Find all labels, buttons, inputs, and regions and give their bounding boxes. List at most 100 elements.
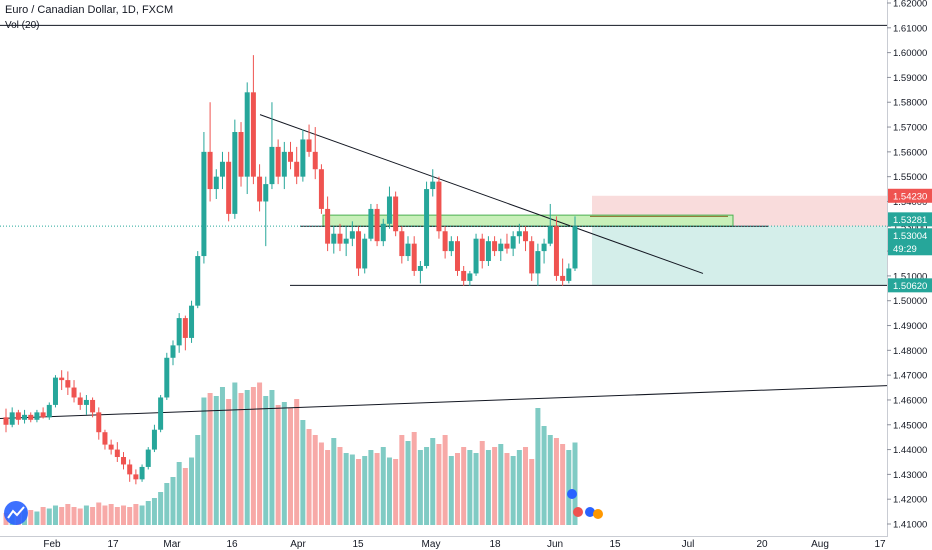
candle-body[interactable] <box>399 231 405 257</box>
candle-body[interactable] <box>343 238 349 244</box>
candle-body[interactable] <box>121 457 127 465</box>
candle-body[interactable] <box>386 196 392 224</box>
candle-body[interactable] <box>127 464 133 475</box>
event-marker-icon[interactable] <box>593 509 603 519</box>
candle-body[interactable] <box>510 236 516 249</box>
candle-body[interactable] <box>405 243 411 257</box>
candle-body[interactable] <box>281 151 287 177</box>
candle-body[interactable] <box>479 238 485 262</box>
candle-body[interactable] <box>102 432 108 445</box>
candle-body[interactable] <box>306 139 312 152</box>
candle-body[interactable] <box>213 176 219 190</box>
candle-body[interactable] <box>356 231 362 269</box>
candle-body[interactable] <box>158 397 164 430</box>
candle-body[interactable] <box>535 251 541 274</box>
candle-body[interactable] <box>34 412 40 420</box>
candle-body[interactable] <box>380 223 386 242</box>
candle-body[interactable] <box>374 208 380 242</box>
candle-body[interactable] <box>250 92 256 177</box>
candle-body[interactable] <box>28 414 34 420</box>
candle-body[interactable] <box>498 243 504 252</box>
candle-body[interactable] <box>139 466 145 480</box>
candle-body[interactable] <box>133 474 139 480</box>
candle-body[interactable] <box>3 417 9 425</box>
candle-body[interactable] <box>300 139 306 177</box>
candle-body[interactable] <box>368 208 374 239</box>
candle-body[interactable] <box>52 377 58 405</box>
candle-body[interactable] <box>263 184 269 202</box>
candle-body[interactable] <box>448 241 454 252</box>
candle-body[interactable] <box>226 161 232 214</box>
candle-body[interactable] <box>219 161 225 177</box>
candle-body[interactable] <box>96 412 102 433</box>
candle-body[interactable] <box>40 412 46 418</box>
candle-body[interactable] <box>65 380 71 388</box>
candle-body[interactable] <box>566 268 572 281</box>
candle-body[interactable] <box>83 399 89 405</box>
candle-body[interactable] <box>164 357 170 398</box>
price-axis[interactable] <box>887 0 932 550</box>
candle-body[interactable] <box>151 429 157 450</box>
candle-body[interactable] <box>411 243 417 271</box>
candle-body[interactable] <box>454 241 460 271</box>
candle-body[interactable] <box>170 345 176 358</box>
candle-body[interactable] <box>189 305 195 338</box>
descending-trendline[interactable] <box>259 114 704 274</box>
candle-body[interactable] <box>77 397 83 405</box>
event-marker-icon[interactable] <box>585 507 595 517</box>
candle-body[interactable] <box>176 318 182 346</box>
candle-body[interactable] <box>90 399 96 413</box>
candle-body[interactable] <box>244 92 250 177</box>
candle-body[interactable] <box>325 208 331 244</box>
candle-body[interactable] <box>275 146 281 177</box>
candle-body[interactable] <box>516 231 522 237</box>
candle-body[interactable] <box>238 132 244 177</box>
candle-body[interactable] <box>442 231 448 252</box>
candle-body[interactable] <box>232 132 238 214</box>
candle-body[interactable] <box>9 412 15 425</box>
candle-body[interactable] <box>572 226 578 269</box>
candle-body[interactable] <box>553 226 559 276</box>
long-trendline[interactable] <box>0 385 888 420</box>
candle-body[interactable] <box>15 412 21 420</box>
event-marker-icon[interactable] <box>567 489 577 499</box>
candle-body[interactable] <box>145 449 151 467</box>
candle-body[interactable] <box>195 256 201 306</box>
candle-body[interactable] <box>393 196 399 232</box>
candle-body[interactable] <box>436 181 442 232</box>
candle-body[interactable] <box>337 233 343 244</box>
candle-body[interactable] <box>541 243 547 252</box>
candle-body[interactable] <box>529 241 535 274</box>
candle-body[interactable] <box>46 404 52 418</box>
event-marker-icon[interactable] <box>573 507 583 517</box>
candle-body[interactable] <box>492 241 498 252</box>
candle-body[interactable] <box>523 231 529 242</box>
candle-body[interactable] <box>312 151 318 170</box>
candle-body[interactable] <box>318 169 324 209</box>
candle-body[interactable] <box>349 231 355 239</box>
candle-body[interactable] <box>207 151 213 190</box>
candle-body[interactable] <box>71 387 77 398</box>
candle-body[interactable] <box>424 189 430 266</box>
candle-body[interactable] <box>182 318 188 338</box>
candle-body[interactable] <box>257 176 263 202</box>
candle-body[interactable] <box>504 243 510 249</box>
candle-body[interactable] <box>288 151 293 162</box>
candle-body[interactable] <box>362 238 368 269</box>
take-profit-zone[interactable] <box>592 226 887 286</box>
candle-body[interactable] <box>59 377 65 381</box>
candle-body[interactable] <box>331 233 337 244</box>
candle-body[interactable] <box>485 241 491 262</box>
candle-body[interactable] <box>560 275 566 281</box>
candle-body[interactable] <box>461 270 467 281</box>
candle-body[interactable] <box>201 151 207 257</box>
candle-body[interactable] <box>430 181 436 190</box>
candle-body[interactable] <box>467 273 473 281</box>
candle-body[interactable] <box>294 161 300 177</box>
candle-body[interactable] <box>114 449 120 458</box>
candle-body[interactable] <box>473 238 479 274</box>
candle-body[interactable] <box>269 146 275 185</box>
candle-body[interactable] <box>547 226 553 244</box>
